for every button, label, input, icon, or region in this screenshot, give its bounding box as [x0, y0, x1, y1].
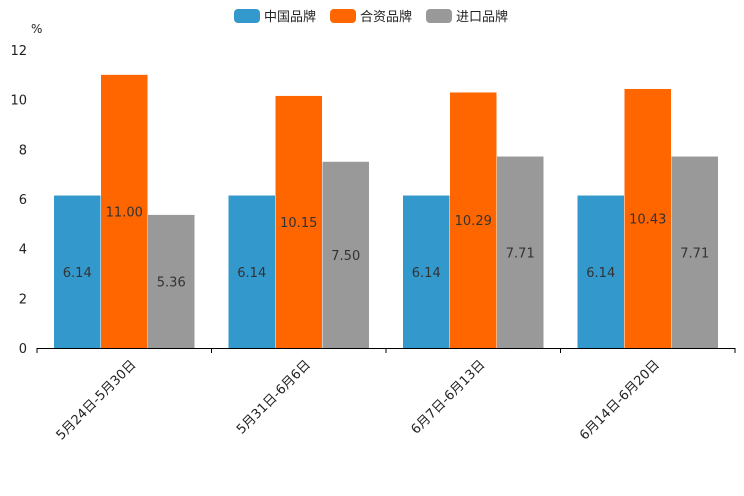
bar-value-label: 10.15 — [280, 216, 317, 231]
bar — [624, 88, 671, 348]
y-tick-label: 8 — [19, 143, 27, 158]
x-tick-label: 5月24日-5月30日 — [54, 358, 140, 444]
legend-label: 进口品牌 — [456, 9, 508, 25]
bar — [148, 214, 195, 348]
bar — [577, 195, 624, 348]
legend-item[interactable]: 中国品牌 — [234, 9, 316, 25]
legend-item[interactable]: 进口品牌 — [426, 9, 508, 25]
bar — [101, 74, 148, 348]
bar-value-label: 10.43 — [629, 212, 666, 227]
x-tick-label: 6月14日-6月20日 — [577, 358, 663, 444]
bar — [450, 92, 497, 348]
y-tick-label: 4 — [19, 243, 27, 258]
y-tick-label: 12 — [10, 44, 27, 59]
bar — [228, 195, 275, 348]
bar — [54, 195, 101, 348]
bar — [403, 195, 450, 348]
legend-label: 合资品牌 — [360, 9, 412, 25]
bar-value-label: 7.71 — [680, 246, 709, 261]
bar-value-label: 6.14 — [237, 266, 266, 281]
y-tick-label: 2 — [19, 292, 27, 307]
bar-value-label: 5.36 — [157, 275, 186, 290]
bar-value-label: 7.50 — [331, 249, 360, 264]
bar-value-label: 6.14 — [412, 266, 441, 281]
bar — [497, 156, 544, 348]
bar — [322, 161, 369, 348]
legend-label: 中国品牌 — [264, 9, 316, 25]
bar-value-label: 11.00 — [106, 205, 143, 220]
bar — [671, 156, 718, 348]
bar-value-label: 6.14 — [586, 266, 615, 281]
x-tick-label: 5月31日-6月6日 — [234, 358, 314, 438]
y-tick-label: 0 — [19, 342, 27, 357]
bar-value-label: 6.14 — [63, 266, 92, 281]
y-axis-unit: % — [31, 22, 42, 36]
y-axis: 0 2 4 6 8 10 12 — [10, 44, 27, 357]
bar — [275, 95, 322, 348]
bars: 6.14 11.00 5.36 6.14 10.15 7.50 6.14 10.29 7.71 6… — [54, 74, 718, 348]
y-tick-label: 6 — [19, 193, 27, 208]
legend: 中国品牌 合资品牌 进口品牌 — [234, 9, 508, 25]
legend-item[interactable]: 合资品牌 — [330, 9, 412, 25]
legend-swatch — [330, 9, 356, 23]
legend-swatch — [234, 9, 260, 23]
bar-value-label: 10.29 — [455, 214, 492, 229]
legend-swatch — [426, 9, 452, 23]
y-tick-label: 10 — [10, 94, 27, 109]
x-axis: 5月24日-5月30日 5月31日-6月6日 6月7日-6月13日 6月14日-6月2… — [36, 348, 736, 444]
x-tick-label: 6月7日-6月13日 — [408, 358, 488, 438]
bar-value-label: 7.71 — [506, 246, 535, 261]
